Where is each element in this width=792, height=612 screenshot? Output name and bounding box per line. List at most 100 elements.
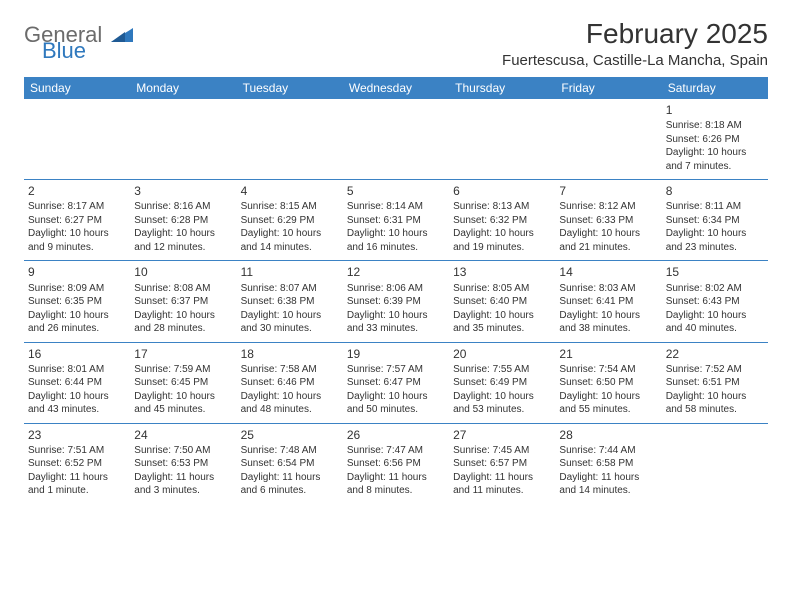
day-cell: 23Sunrise: 7:51 AMSunset: 6:52 PMDayligh… bbox=[24, 424, 130, 504]
daylight-text: Daylight: 10 hours and 30 minutes. bbox=[241, 309, 339, 336]
day-cell: 7Sunrise: 8:12 AMSunset: 6:33 PMDaylight… bbox=[555, 180, 661, 260]
sunset-text: Sunset: 6:43 PM bbox=[666, 295, 764, 309]
day-cell: 6Sunrise: 8:13 AMSunset: 6:32 PMDaylight… bbox=[449, 180, 555, 260]
daylight-text: Daylight: 10 hours and 16 minutes. bbox=[347, 227, 445, 254]
sunrise-text: Sunrise: 8:01 AM bbox=[28, 363, 126, 377]
weekday-header: Tuesday bbox=[237, 77, 343, 99]
sunset-text: Sunset: 6:53 PM bbox=[134, 457, 232, 471]
sunrise-text: Sunrise: 8:08 AM bbox=[134, 282, 232, 296]
daylight-text: Daylight: 11 hours and 6 minutes. bbox=[241, 471, 339, 498]
day-cell-empty bbox=[130, 99, 236, 179]
sunrise-text: Sunrise: 8:03 AM bbox=[559, 282, 657, 296]
day-number: 23 bbox=[28, 427, 126, 443]
day-cell: 12Sunrise: 8:06 AMSunset: 6:39 PMDayligh… bbox=[343, 261, 449, 341]
day-cell: 16Sunrise: 8:01 AMSunset: 6:44 PMDayligh… bbox=[24, 343, 130, 423]
sunrise-text: Sunrise: 8:09 AM bbox=[28, 282, 126, 296]
weekday-header: Thursday bbox=[449, 77, 555, 99]
daylight-text: Daylight: 10 hours and 12 minutes. bbox=[134, 227, 232, 254]
day-number: 7 bbox=[559, 183, 657, 199]
header: General Blue February 2025 Fuertescusa, … bbox=[24, 18, 768, 69]
sunset-text: Sunset: 6:27 PM bbox=[28, 214, 126, 228]
day-cell: 26Sunrise: 7:47 AMSunset: 6:56 PMDayligh… bbox=[343, 424, 449, 504]
day-number: 9 bbox=[28, 264, 126, 280]
daylight-text: Daylight: 11 hours and 8 minutes. bbox=[347, 471, 445, 498]
weekday-header: Monday bbox=[130, 77, 236, 99]
day-number: 2 bbox=[28, 183, 126, 199]
day-cell: 5Sunrise: 8:14 AMSunset: 6:31 PMDaylight… bbox=[343, 180, 449, 260]
day-number: 16 bbox=[28, 346, 126, 362]
day-number: 13 bbox=[453, 264, 551, 280]
sunset-text: Sunset: 6:33 PM bbox=[559, 214, 657, 228]
sunset-text: Sunset: 6:45 PM bbox=[134, 376, 232, 390]
sunset-text: Sunset: 6:26 PM bbox=[666, 133, 764, 147]
daylight-text: Daylight: 11 hours and 1 minute. bbox=[28, 471, 126, 498]
sunrise-text: Sunrise: 7:51 AM bbox=[28, 444, 126, 458]
week-row: 16Sunrise: 8:01 AMSunset: 6:44 PMDayligh… bbox=[24, 342, 768, 423]
daylight-text: Daylight: 10 hours and 40 minutes. bbox=[666, 309, 764, 336]
day-cell: 1Sunrise: 8:18 AMSunset: 6:26 PMDaylight… bbox=[662, 99, 768, 179]
day-cell: 11Sunrise: 8:07 AMSunset: 6:38 PMDayligh… bbox=[237, 261, 343, 341]
daylight-text: Daylight: 10 hours and 23 minutes. bbox=[666, 227, 764, 254]
weekday-header: Sunday bbox=[24, 77, 130, 99]
day-number: 25 bbox=[241, 427, 339, 443]
title-block: February 2025 Fuertescusa, Castille-La M… bbox=[502, 18, 768, 69]
weeks-container: 1Sunrise: 8:18 AMSunset: 6:26 PMDaylight… bbox=[24, 99, 768, 504]
day-number: 3 bbox=[134, 183, 232, 199]
sunset-text: Sunset: 6:34 PM bbox=[666, 214, 764, 228]
day-cell: 24Sunrise: 7:50 AMSunset: 6:53 PMDayligh… bbox=[130, 424, 236, 504]
week-row: 1Sunrise: 8:18 AMSunset: 6:26 PMDaylight… bbox=[24, 99, 768, 179]
weekday-header: Wednesday bbox=[343, 77, 449, 99]
day-number: 18 bbox=[241, 346, 339, 362]
sunset-text: Sunset: 6:37 PM bbox=[134, 295, 232, 309]
day-number: 14 bbox=[559, 264, 657, 280]
sunrise-text: Sunrise: 7:45 AM bbox=[453, 444, 551, 458]
day-cell: 4Sunrise: 8:15 AMSunset: 6:29 PMDaylight… bbox=[237, 180, 343, 260]
day-number: 21 bbox=[559, 346, 657, 362]
sunrise-text: Sunrise: 7:44 AM bbox=[559, 444, 657, 458]
sunrise-text: Sunrise: 8:07 AM bbox=[241, 282, 339, 296]
sunset-text: Sunset: 6:54 PM bbox=[241, 457, 339, 471]
weekday-header: Friday bbox=[555, 77, 661, 99]
sunset-text: Sunset: 6:40 PM bbox=[453, 295, 551, 309]
daylight-text: Daylight: 10 hours and 58 minutes. bbox=[666, 390, 764, 417]
daylight-text: Daylight: 10 hours and 28 minutes. bbox=[134, 309, 232, 336]
sunrise-text: Sunrise: 7:57 AM bbox=[347, 363, 445, 377]
day-number: 12 bbox=[347, 264, 445, 280]
daylight-text: Daylight: 11 hours and 11 minutes. bbox=[453, 471, 551, 498]
day-number: 5 bbox=[347, 183, 445, 199]
day-cell: 19Sunrise: 7:57 AMSunset: 6:47 PMDayligh… bbox=[343, 343, 449, 423]
sunset-text: Sunset: 6:52 PM bbox=[28, 457, 126, 471]
day-number: 1 bbox=[666, 102, 764, 118]
day-cell: 9Sunrise: 8:09 AMSunset: 6:35 PMDaylight… bbox=[24, 261, 130, 341]
weekday-header-row: SundayMondayTuesdayWednesdayThursdayFrid… bbox=[24, 77, 768, 99]
day-cell: 22Sunrise: 7:52 AMSunset: 6:51 PMDayligh… bbox=[662, 343, 768, 423]
daylight-text: Daylight: 10 hours and 14 minutes. bbox=[241, 227, 339, 254]
day-number: 6 bbox=[453, 183, 551, 199]
daylight-text: Daylight: 10 hours and 33 minutes. bbox=[347, 309, 445, 336]
daylight-text: Daylight: 10 hours and 50 minutes. bbox=[347, 390, 445, 417]
daylight-text: Daylight: 10 hours and 26 minutes. bbox=[28, 309, 126, 336]
sunrise-text: Sunrise: 7:50 AM bbox=[134, 444, 232, 458]
day-cell: 2Sunrise: 8:17 AMSunset: 6:27 PMDaylight… bbox=[24, 180, 130, 260]
day-number: 20 bbox=[453, 346, 551, 362]
daylight-text: Daylight: 10 hours and 19 minutes. bbox=[453, 227, 551, 254]
daylight-text: Daylight: 10 hours and 43 minutes. bbox=[28, 390, 126, 417]
sunset-text: Sunset: 6:31 PM bbox=[347, 214, 445, 228]
sunset-text: Sunset: 6:44 PM bbox=[28, 376, 126, 390]
day-cell-empty bbox=[343, 99, 449, 179]
day-cell: 21Sunrise: 7:54 AMSunset: 6:50 PMDayligh… bbox=[555, 343, 661, 423]
sunset-text: Sunset: 6:32 PM bbox=[453, 214, 551, 228]
sunset-text: Sunset: 6:29 PM bbox=[241, 214, 339, 228]
day-number: 15 bbox=[666, 264, 764, 280]
daylight-text: Daylight: 10 hours and 45 minutes. bbox=[134, 390, 232, 417]
calendar: SundayMondayTuesdayWednesdayThursdayFrid… bbox=[24, 77, 768, 504]
sunset-text: Sunset: 6:38 PM bbox=[241, 295, 339, 309]
day-number: 4 bbox=[241, 183, 339, 199]
daylight-text: Daylight: 10 hours and 7 minutes. bbox=[666, 146, 764, 173]
sunset-text: Sunset: 6:51 PM bbox=[666, 376, 764, 390]
day-number: 27 bbox=[453, 427, 551, 443]
week-row: 9Sunrise: 8:09 AMSunset: 6:35 PMDaylight… bbox=[24, 260, 768, 341]
daylight-text: Daylight: 10 hours and 9 minutes. bbox=[28, 227, 126, 254]
day-cell-empty bbox=[449, 99, 555, 179]
weekday-header: Saturday bbox=[662, 77, 768, 99]
